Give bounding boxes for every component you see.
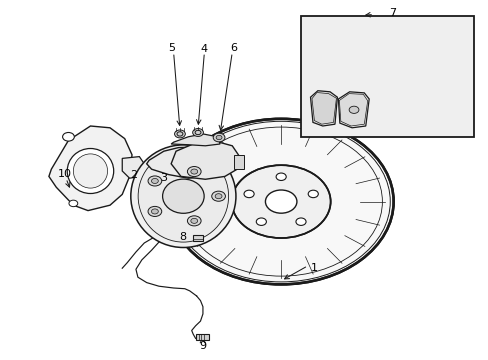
Polygon shape [122,157,144,178]
Polygon shape [338,92,368,128]
Circle shape [276,173,285,180]
Circle shape [244,190,254,198]
Text: 3: 3 [160,173,167,183]
Circle shape [265,190,296,213]
Polygon shape [339,94,367,126]
Circle shape [69,200,78,207]
Circle shape [295,218,305,225]
Circle shape [148,176,162,186]
Circle shape [190,218,197,223]
Bar [300,16,473,137]
Polygon shape [171,134,220,146]
Circle shape [256,218,266,225]
Text: 2: 2 [130,170,137,180]
Circle shape [195,130,201,135]
Ellipse shape [162,179,204,213]
Circle shape [151,209,158,214]
Ellipse shape [138,150,228,242]
Circle shape [231,165,330,238]
Bar [233,155,244,169]
Polygon shape [49,126,132,211]
Text: 7: 7 [388,8,395,18]
Circle shape [62,132,74,141]
Circle shape [190,169,197,174]
Polygon shape [146,147,220,178]
Text: 6: 6 [230,43,237,53]
Circle shape [187,167,201,177]
Circle shape [187,216,201,226]
Bar [193,235,203,241]
Circle shape [216,135,222,140]
Text: 9: 9 [199,341,205,351]
Circle shape [151,179,158,184]
Ellipse shape [130,145,235,248]
Polygon shape [171,141,239,179]
Circle shape [148,206,162,216]
Text: 4: 4 [201,44,207,54]
Circle shape [174,130,185,138]
Text: 8: 8 [179,232,185,242]
Ellipse shape [67,148,113,194]
Text: 1: 1 [310,263,317,273]
Circle shape [213,133,224,142]
Text: 5: 5 [168,43,175,53]
Polygon shape [310,91,337,126]
Ellipse shape [73,154,107,188]
Circle shape [168,119,393,284]
Circle shape [348,106,358,113]
Circle shape [192,129,203,136]
Circle shape [307,190,318,198]
Text: 10: 10 [58,169,71,179]
Circle shape [215,194,222,199]
Polygon shape [311,93,336,124]
Circle shape [177,132,183,136]
Bar [195,334,209,340]
Circle shape [211,191,225,201]
